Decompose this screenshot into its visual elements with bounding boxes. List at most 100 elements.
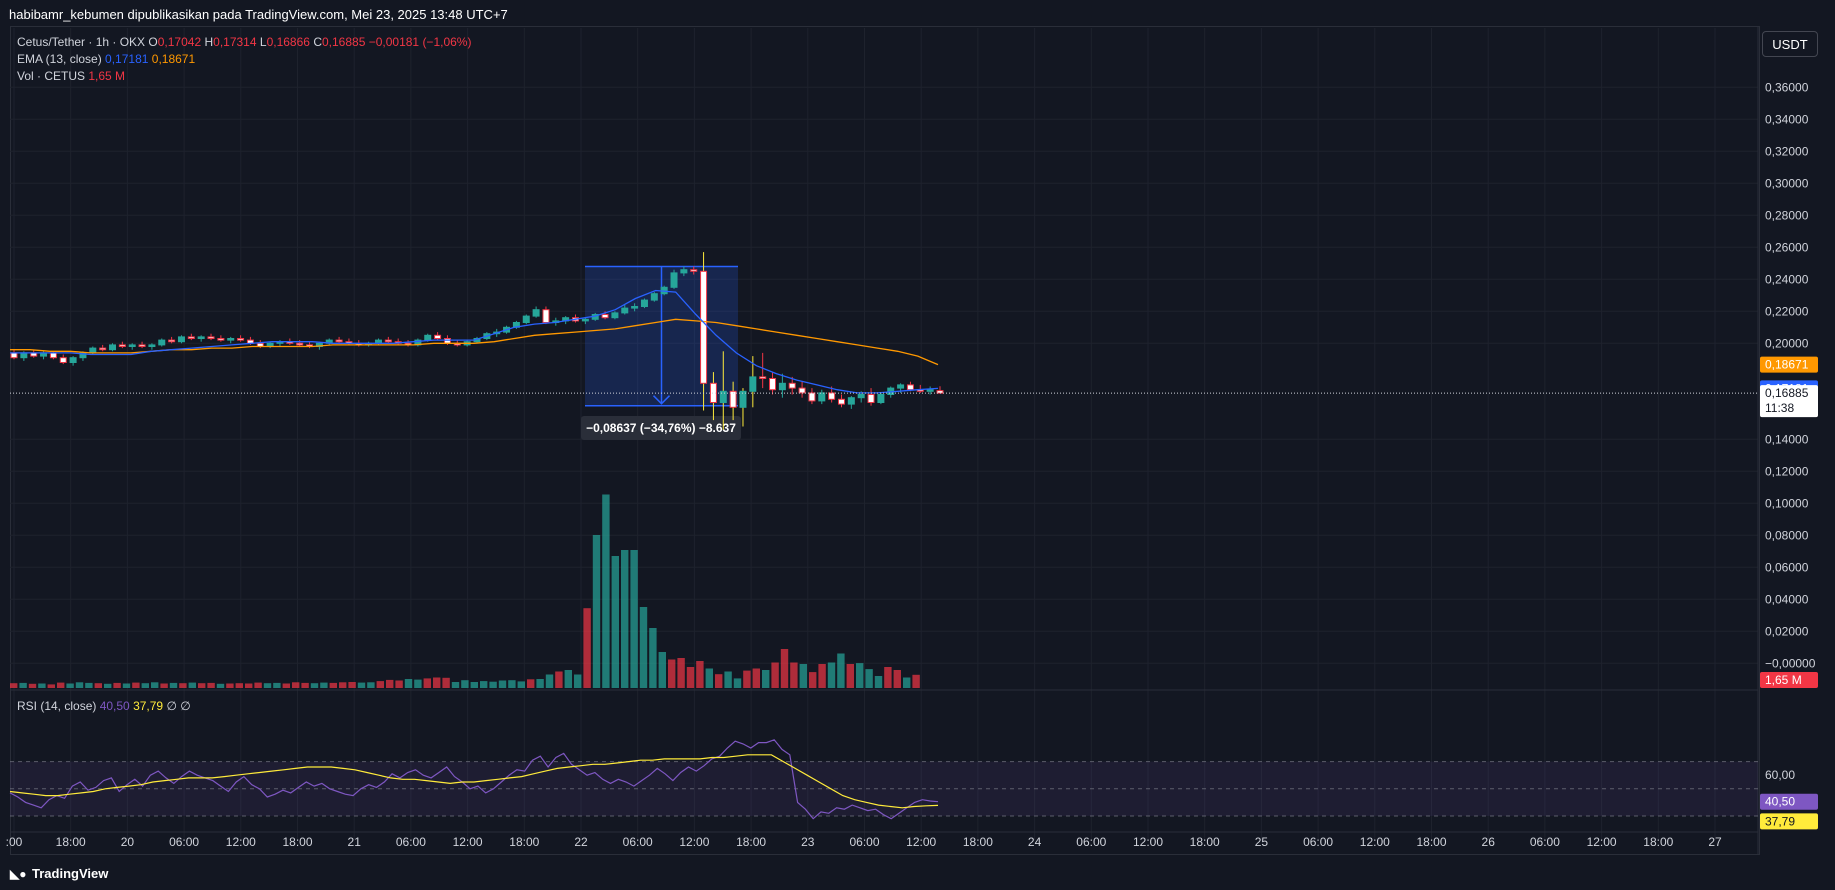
volume-bar [28, 683, 37, 688]
price-tick-label: 0,04000 [1765, 592, 1809, 606]
symbol-line[interactable]: Cetus/Tether · 1h · OKX [17, 35, 146, 49]
candle-body [197, 336, 205, 339]
volume-bar [677, 658, 685, 688]
candle-body [542, 309, 550, 324]
time-tick-label: 06:00 [1303, 835, 1333, 849]
candle-body [434, 334, 442, 339]
volume-bar [837, 653, 845, 688]
close-label: C [313, 35, 322, 49]
candle-body [818, 392, 826, 402]
volume-bar [489, 681, 497, 688]
last-price-badge: 0,16885 [1765, 386, 1809, 400]
price-tick-label: 0,34000 [1765, 112, 1809, 126]
volume-bar [893, 670, 901, 688]
volume-bar [141, 683, 149, 688]
volume-bar [404, 679, 413, 688]
volume-bar [874, 676, 883, 688]
volume-bar [611, 556, 619, 688]
candle-body [798, 387, 806, 394]
candle-body [384, 339, 392, 343]
rsi-tick-label: 60,00 [1765, 768, 1795, 782]
currency-unit-button[interactable]: USDT [1762, 31, 1818, 57]
price-tick-label: 0,36000 [1765, 80, 1809, 94]
volume-bar [733, 678, 742, 688]
time-tick-label: 18:00 [56, 835, 86, 849]
publisher-line: habibamr_kebumen dipublikasikan pada Tra… [9, 7, 508, 22]
volume-bars [10, 494, 920, 688]
price-axis: 0,36000 0,34000 0,32000 0,30000 0,28000 0,260… [1765, 80, 1816, 782]
volume-bar [160, 683, 168, 688]
volume-bar [273, 682, 281, 688]
candle-body [700, 270, 708, 384]
volume-bar [639, 607, 648, 688]
candle-body [69, 357, 77, 364]
candle-body [138, 344, 146, 347]
volume-bar [423, 678, 431, 688]
candle-body [109, 344, 117, 351]
candle-body [778, 382, 786, 391]
volume-bar [470, 682, 478, 688]
candle-body [443, 338, 451, 344]
candle-body [148, 344, 156, 347]
time-tick-label: 24 [1028, 835, 1042, 849]
candle-body [621, 307, 629, 314]
volume-bar [780, 649, 789, 688]
time-tick-label: 18:00 [963, 835, 993, 849]
rsi-extra-1: ∅ [166, 699, 177, 713]
volume-bar [461, 680, 469, 688]
candle-body [808, 392, 816, 402]
volume-bar [132, 682, 140, 688]
volume-bar [320, 682, 328, 688]
volume-bar [686, 667, 695, 688]
volume-bar [329, 682, 337, 688]
time-tick-label: 12:00 [453, 835, 483, 849]
time-tick-label: 12:00 [906, 835, 936, 849]
candle-body [532, 309, 540, 317]
volume-bar [743, 670, 751, 688]
volume-bar [564, 670, 572, 688]
time-tick-label: 12:00 [679, 835, 709, 849]
volume-bar [903, 677, 911, 688]
volume-bar [724, 671, 732, 688]
volume-bar [10, 683, 18, 688]
time-tick-label: 06:00 [1076, 835, 1106, 849]
volume-bar [38, 683, 46, 688]
candle-body [788, 382, 796, 389]
legend-rsi[interactable]: RSI (14, close) 40,50 37,79 ∅ ∅ [17, 699, 191, 713]
volume-bar [621, 550, 629, 688]
time-tick-label: 18:00 [282, 835, 312, 849]
candle-body [296, 342, 304, 346]
rsi-badge: 40,50 [1765, 795, 1795, 809]
candle-body [867, 394, 875, 403]
volume-bar [395, 680, 403, 688]
volume-bar [630, 550, 638, 688]
volume-bar [799, 664, 807, 688]
volume-bar [301, 682, 309, 688]
volume-bar [827, 662, 836, 688]
volume-bar [179, 683, 187, 688]
time-tick-label: 06:00 [169, 835, 199, 849]
volume-bar [263, 683, 272, 688]
candle-body [611, 312, 619, 319]
time-tick-label: 18:00 [1190, 835, 1220, 849]
candle-body [128, 344, 136, 347]
open-value: 0,17042 [157, 35, 202, 49]
tradingview-icon: ◣● [10, 867, 27, 881]
candle-body [739, 390, 747, 408]
candle-body [227, 338, 235, 341]
time-tick-label: 12:00 [1587, 835, 1617, 849]
candle-body [49, 352, 57, 359]
candle-body [877, 394, 885, 403]
volume-bar [912, 674, 920, 688]
ema-fast-line [10, 289, 939, 394]
time-tick-label: 23 [801, 835, 815, 849]
time-tick-label: 06:00 [396, 835, 426, 849]
time-tick-label: 06:00 [849, 835, 879, 849]
legend-ema[interactable]: EMA (13, close) 0,17181 0,18671 [17, 52, 195, 66]
tradingview-logo[interactable]: ◣● TradingView [10, 866, 108, 881]
candles [10, 252, 944, 430]
legend-volume[interactable]: Vol · CETUS 1,65 M [17, 69, 125, 83]
ema-slow-value: 0,18671 [151, 52, 196, 66]
price-tick-label: 0,02000 [1765, 624, 1809, 638]
